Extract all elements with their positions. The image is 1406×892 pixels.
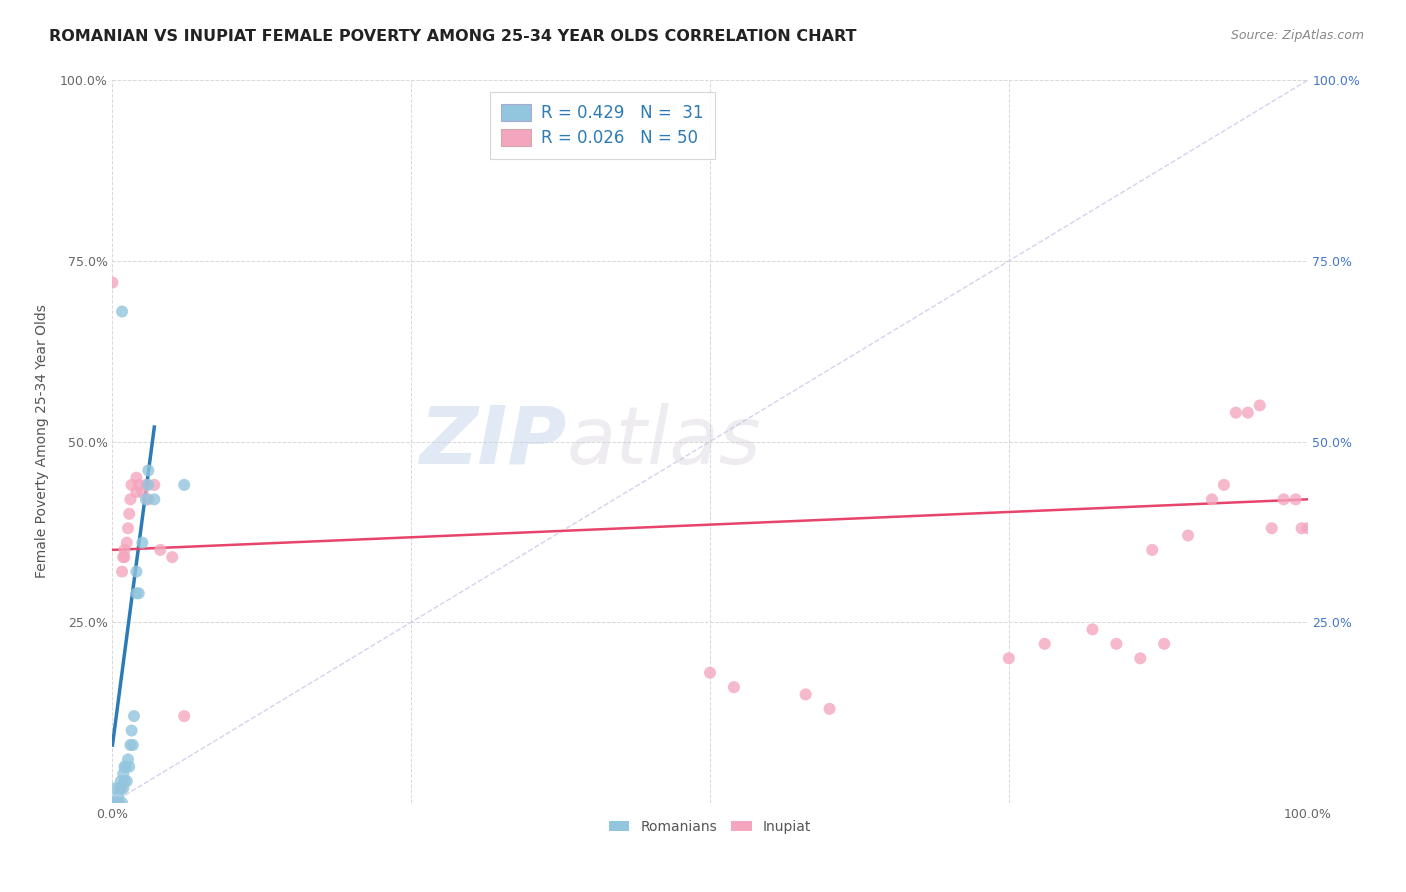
Point [131, 485, 153, 500]
Point [112, 767, 135, 781]
Point [121, 738, 143, 752]
Point [105, 796, 128, 810]
Point [112, 781, 135, 796]
Point [107, 789, 129, 803]
Point [114, 760, 135, 774]
Point [101, 276, 124, 290]
Point [122, 709, 145, 723]
Point [125, 565, 148, 579]
Point [111, 796, 134, 810]
Point [105, 796, 128, 810]
Point [1142, 542, 1164, 557]
Point [118, 507, 141, 521]
Point [108, 781, 131, 796]
Point [118, 760, 141, 774]
Point [108, 781, 131, 796]
Point [121, 723, 143, 738]
Point [114, 542, 135, 557]
Point [723, 680, 745, 694]
Point [998, 651, 1021, 665]
Point [138, 492, 160, 507]
Point [107, 796, 129, 810]
Text: Source: ZipAtlas.com: Source: ZipAtlas.com [1230, 29, 1364, 42]
Point [1129, 651, 1152, 665]
Point [794, 687, 817, 701]
Legend: Romanians, Inupiat: Romanians, Inupiat [603, 814, 817, 839]
Point [125, 470, 148, 484]
Point [114, 774, 135, 789]
Point [699, 665, 721, 680]
Point [111, 565, 134, 579]
Point [1105, 637, 1128, 651]
Text: ROMANIAN VS INUPIAT FEMALE POVERTY AMONG 25-34 YEAR OLDS CORRELATION CHART: ROMANIAN VS INUPIAT FEMALE POVERTY AMONG… [49, 29, 856, 44]
Point [173, 478, 195, 492]
Point [120, 738, 142, 752]
Point [173, 709, 195, 723]
Point [1153, 637, 1175, 651]
Point [1249, 398, 1271, 412]
Point [1261, 521, 1284, 535]
Point [114, 550, 135, 565]
Point [110, 774, 132, 789]
Point [125, 485, 148, 500]
Point [104, 796, 127, 810]
Point [1177, 528, 1199, 542]
Point [1237, 406, 1260, 420]
Point [149, 542, 172, 557]
Point [110, 781, 132, 796]
Point [162, 550, 183, 565]
Point [104, 781, 127, 796]
Point [1213, 478, 1236, 492]
Point [107, 796, 129, 810]
Point [818, 702, 841, 716]
Point [107, 796, 129, 810]
Point [101, 796, 124, 810]
Point [105, 796, 128, 810]
Point [117, 521, 139, 535]
Text: atlas: atlas [567, 402, 762, 481]
Point [131, 535, 153, 549]
Point [135, 478, 157, 492]
Point [1201, 492, 1223, 507]
Point [138, 478, 160, 492]
Point [111, 304, 134, 318]
Point [114, 760, 136, 774]
Point [105, 796, 128, 810]
Point [143, 492, 166, 507]
Point [138, 463, 160, 477]
Point [135, 492, 157, 507]
Text: ZIP: ZIP [419, 402, 567, 481]
Point [1291, 521, 1313, 535]
Point [128, 478, 150, 492]
Point [125, 586, 148, 600]
Point [1272, 492, 1295, 507]
Point [1296, 521, 1319, 535]
Point [115, 774, 138, 789]
Point [128, 586, 150, 600]
Point [1081, 623, 1104, 637]
Point [1033, 637, 1056, 651]
Point [1285, 492, 1308, 507]
Point [101, 796, 124, 810]
Point [115, 535, 138, 549]
Point [121, 478, 143, 492]
Point [117, 752, 139, 766]
Y-axis label: Female Poverty Among 25-34 Year Olds: Female Poverty Among 25-34 Year Olds [35, 304, 49, 579]
Point [112, 550, 135, 565]
Point [120, 492, 142, 507]
Point [1225, 406, 1247, 420]
Point [143, 478, 166, 492]
